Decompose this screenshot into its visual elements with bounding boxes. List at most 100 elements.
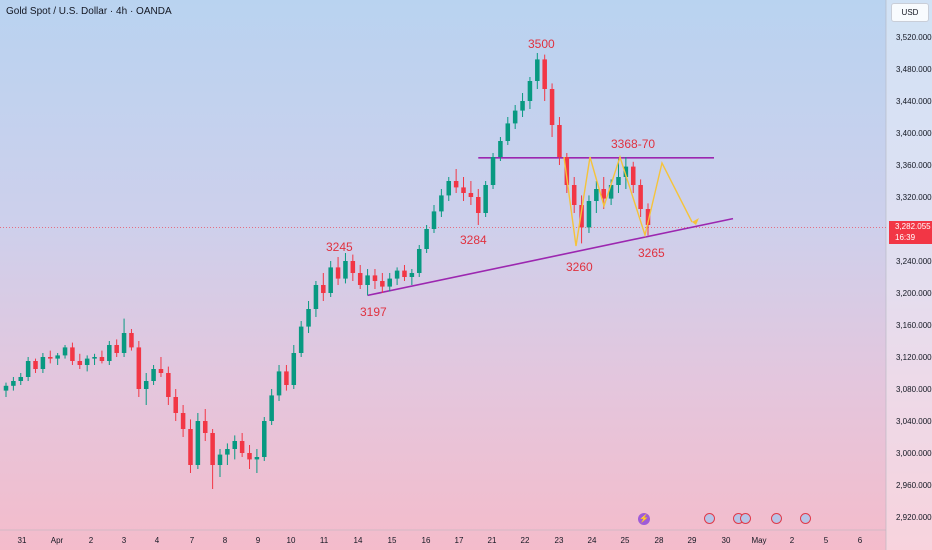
candle-body <box>247 453 252 460</box>
lightning-icon[interactable]: ⚡ <box>638 513 650 525</box>
x-tick-label: 4 <box>155 536 160 545</box>
candle-body <box>151 369 156 381</box>
candle-body <box>173 397 178 413</box>
x-tick-label: 17 <box>455 536 464 545</box>
currency-selector[interactable]: USD <box>891 3 929 22</box>
candle-body <box>357 273 363 285</box>
candle-body <box>594 189 599 201</box>
candle-body <box>335 267 341 279</box>
last-price-tag: 3,282.055 16:39 <box>889 221 932 244</box>
candle-body <box>210 433 215 465</box>
x-tick-label: 21 <box>488 536 497 545</box>
candle-body <box>129 333 134 348</box>
candle-body <box>461 187 466 193</box>
x-tick-label: 24 <box>588 536 597 545</box>
candle-body <box>284 371 289 385</box>
y-tick-label: 3,320.000 <box>896 193 932 202</box>
x-tick-label: 7 <box>190 536 195 545</box>
candle-body <box>321 285 326 293</box>
x-tick-label: 15 <box>388 536 397 545</box>
candle-body <box>549 89 555 125</box>
x-tick-label: 5 <box>824 536 829 545</box>
annotation-3197: 3197 <box>360 305 387 319</box>
candle-body <box>476 197 481 213</box>
y-tick-label: 3,240.000 <box>896 257 932 266</box>
candle-body <box>276 371 282 396</box>
candle-body <box>25 361 31 377</box>
candle-body <box>313 285 319 309</box>
candle-body <box>84 358 90 365</box>
candle-body <box>394 270 400 279</box>
y-tick-label: 3,080.000 <box>896 385 932 394</box>
candle-body <box>490 157 496 185</box>
candle-body <box>416 249 422 273</box>
candle-body <box>158 369 164 373</box>
bar-countdown: 16:39 <box>895 233 916 242</box>
candle-body <box>298 326 304 353</box>
candle-body <box>77 361 83 365</box>
candle-body <box>424 229 429 249</box>
candle-body <box>121 333 127 353</box>
x-tick-label: Apr <box>51 536 64 545</box>
candle-body <box>114 345 119 353</box>
candle-body <box>409 273 415 277</box>
x-tick-label: 6 <box>858 536 863 545</box>
candle-body <box>180 413 186 429</box>
y-tick-label: 2,920.000 <box>896 513 932 522</box>
candle-body <box>188 429 193 465</box>
candle-body <box>239 441 245 453</box>
candle-body <box>343 261 348 279</box>
candle-body <box>616 177 621 185</box>
candle-body <box>40 357 46 369</box>
candle-body <box>18 377 24 381</box>
candle-body <box>520 101 525 111</box>
us-flag-event-icon[interactable] <box>771 513 782 524</box>
candle-body <box>527 81 533 101</box>
x-tick-label: 14 <box>354 536 363 545</box>
x-tick-label: 9 <box>256 536 261 545</box>
annotation-peak: 3500 <box>528 37 555 51</box>
candle-body <box>262 421 267 457</box>
candle-body <box>70 347 75 361</box>
us-flag-event-icon[interactable] <box>704 513 715 524</box>
candle-body <box>439 195 444 212</box>
candle-body <box>306 309 311 327</box>
candle-body <box>557 125 562 157</box>
x-tick-label: 25 <box>621 536 630 545</box>
candle-body <box>535 59 540 81</box>
candle-body <box>166 373 171 397</box>
trendline <box>367 217 734 297</box>
price-axis-panel <box>886 0 932 550</box>
candle-body <box>498 141 503 157</box>
candle-body <box>372 275 378 281</box>
candle-body <box>387 278 392 287</box>
us-flag-event-icon[interactable] <box>740 513 751 524</box>
candle-body <box>328 267 333 293</box>
x-tick-label: May <box>751 536 766 545</box>
y-tick-label: 3,160.000 <box>896 321 932 330</box>
candle-body <box>232 441 238 449</box>
candle-body <box>601 189 606 199</box>
candle-body <box>33 361 38 369</box>
candle-body <box>225 449 230 455</box>
candle-body <box>143 381 149 389</box>
candle-body <box>62 347 68 356</box>
y-tick-label: 3,000.000 <box>896 449 932 458</box>
candle-body <box>99 357 105 361</box>
candle-body <box>11 381 16 386</box>
y-tick-label: 3,360.000 <box>896 161 932 170</box>
x-tick-label: 29 <box>688 536 697 545</box>
candle-body <box>505 123 511 141</box>
us-flag-event-icon[interactable] <box>800 513 811 524</box>
y-tick-label: 3,520.000 <box>896 33 932 42</box>
y-tick-label: 2,960.000 <box>896 481 932 490</box>
x-tick-label: 30 <box>722 536 731 545</box>
projection-arrowhead <box>692 218 699 225</box>
annotation-resistance: 3368-70 <box>611 137 656 151</box>
x-tick-label: 3 <box>122 536 127 545</box>
candle-body <box>350 261 356 273</box>
candle-body <box>380 281 385 287</box>
candle-body <box>269 395 274 421</box>
candle-body <box>468 193 474 197</box>
